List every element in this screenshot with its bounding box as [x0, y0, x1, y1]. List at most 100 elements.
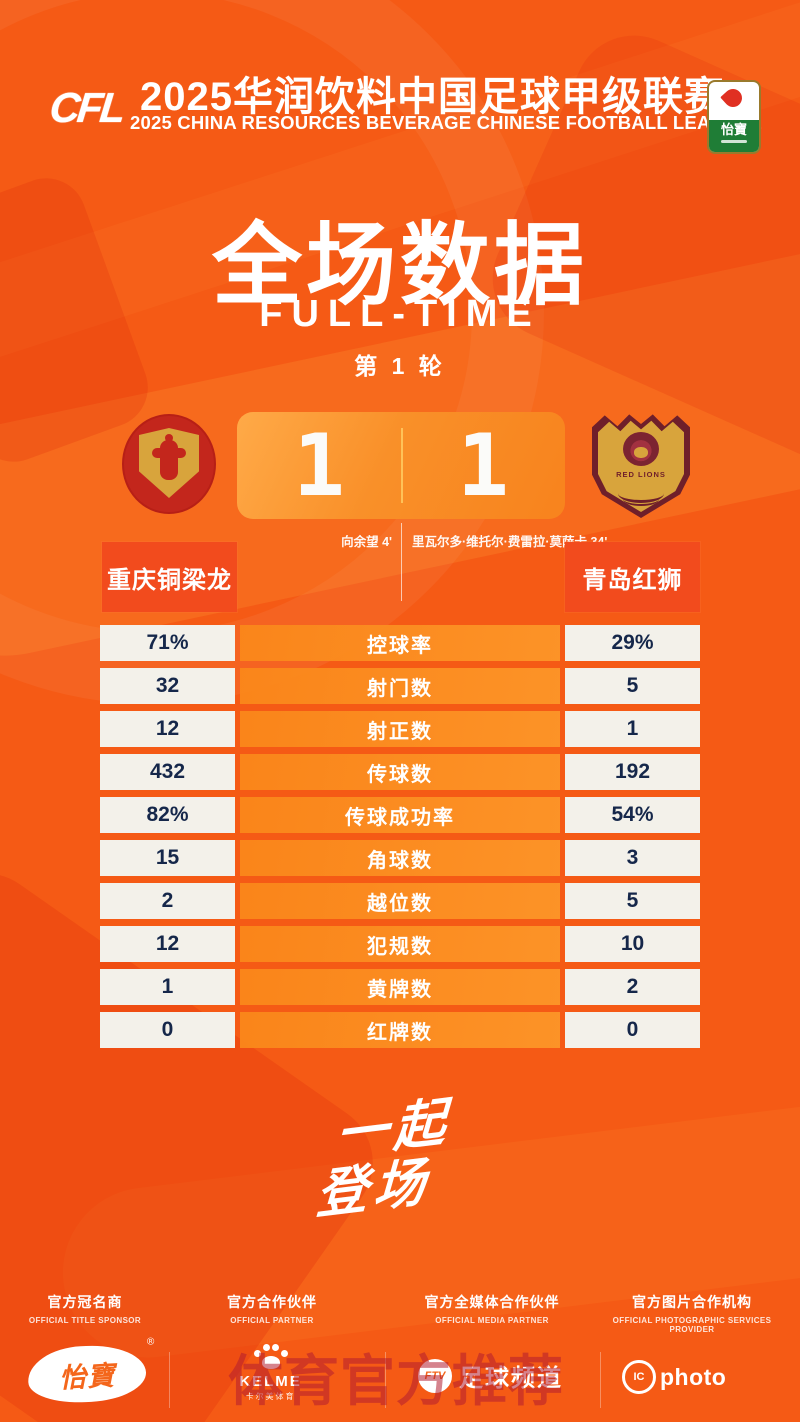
stat-away-value: 10 — [565, 926, 700, 962]
page-subtitle: FULL-TIME — [259, 293, 541, 335]
watermark: 体育官方推荐 — [228, 1348, 565, 1413]
stat-home-value: 82% — [100, 797, 235, 833]
page-title: 全场数据 — [212, 216, 588, 316]
footer-title: 官方全媒体合作伙伴 — [424, 1294, 560, 1310]
footer-divider — [169, 1352, 170, 1408]
home-score: 1 — [293, 415, 345, 516]
away-crest-text: RED LIONS — [616, 470, 666, 479]
footer-title: 官方图片合作机构 — [632, 1294, 752, 1310]
stat-away-value: 2 — [565, 969, 700, 1005]
away-team-crest: RED LIONS — [592, 410, 690, 518]
ic-ring-icon: IC — [622, 1360, 656, 1394]
stat-label: 角球数 — [240, 840, 560, 876]
lion-icon — [623, 432, 659, 466]
round-label: 第 1 轮 — [354, 353, 446, 379]
stat-label: 射正数 — [240, 711, 560, 747]
footer-subtitle: OFFICIAL MEDIA PARTNER — [435, 1316, 549, 1325]
footer-divider — [385, 1352, 386, 1408]
stat-label: 传球数 — [240, 754, 560, 790]
stat-away-value: 29% — [565, 625, 700, 661]
sponsor-badge-label: 怡寶 — [720, 122, 747, 137]
scorer-divider — [401, 523, 402, 601]
yibao-logo-text: 怡寶 — [58, 1360, 116, 1393]
stats-table: 71% 控球率 29% 32 射门数 5 12 射正数 1 432 传球数 19… — [100, 625, 700, 1055]
stat-home-value: 0 — [100, 1012, 235, 1048]
stat-row: 71% 控球率 29% — [100, 625, 700, 661]
stat-row: 432 传球数 192 — [100, 754, 700, 790]
home-crest-detail — [160, 440, 178, 480]
icphoto-text: photo — [660, 1363, 727, 1390]
stat-home-value: 71% — [100, 625, 235, 661]
footer-col-photo-provider: 官方图片合作机构 OFFICIAL PHOTOGRAPHIC SERVICES … — [597, 1292, 787, 1334]
footer-col-partner: 官方合作伙伴 OFFICIAL PARTNER — [192, 1292, 352, 1325]
home-team-crest — [122, 414, 216, 514]
kelme-logo-subtext: 卡尔美体育 — [245, 1392, 296, 1401]
sponsor-badge-line — [721, 140, 747, 143]
stat-home-value: 12 — [100, 711, 235, 747]
away-crest-arc — [623, 492, 659, 506]
league-subtitle: 2025 CHINA RESOURCES BEVERAGE CHINESE FO… — [130, 112, 762, 133]
stat-away-value: 1 — [565, 711, 700, 747]
stat-label: 传球成功率 — [240, 797, 560, 833]
icphoto-logo: IC photo — [622, 1360, 726, 1394]
stat-row: 82% 传球成功率 54% — [100, 797, 700, 833]
footer-subtitle: OFFICIAL PHOTOGRAPHIC SERVICES PROVIDER — [612, 1316, 772, 1334]
stat-home-value: 432 — [100, 754, 235, 790]
sponsor-badge: 怡寶 — [707, 80, 761, 154]
stat-away-value: 5 — [565, 668, 700, 704]
stat-away-value: 3 — [565, 840, 700, 876]
stat-row: 12 犯规数 10 — [100, 926, 700, 962]
stat-home-value: 2 — [100, 883, 235, 919]
footer-col-media-partner: 官方全媒体合作伙伴 OFFICIAL MEDIA PARTNER — [402, 1292, 582, 1325]
stat-row: 1 黄牌数 2 — [100, 969, 700, 1005]
stat-label: 犯规数 — [240, 926, 560, 962]
home-scorer: 向余望 4' — [341, 535, 392, 549]
away-scorer: 里瓦尔多·维托尔·费雷拉·莫萨卡 34' — [412, 535, 608, 549]
stat-label: 越位数 — [240, 883, 560, 919]
stat-row: 0 红牌数 0 — [100, 1012, 700, 1048]
home-team-name: 重庆铜梁龙 — [102, 542, 237, 612]
stat-home-value: 15 — [100, 840, 235, 876]
footer-subtitle: OFFICIAL TITLE SPONSOR — [28, 1316, 142, 1325]
stat-label: 控球率 — [240, 625, 560, 661]
footer-subtitle: OFFICIAL PARTNER — [230, 1316, 314, 1325]
home-score-half: 1 — [237, 412, 401, 519]
stat-away-value: 5 — [565, 883, 700, 919]
stat-home-value: 1 — [100, 969, 235, 1005]
stat-home-value: 12 — [100, 926, 235, 962]
football-channel-logo: FTV 足球频道 — [418, 1358, 563, 1393]
score-panel: 1 1 — [237, 412, 565, 519]
stat-row: 15 角球数 3 — [100, 840, 700, 876]
paw-icon — [253, 1344, 288, 1370]
stat-away-value: 0 — [565, 1012, 700, 1048]
home-crest-detail — [165, 434, 173, 442]
footer-divider — [600, 1352, 601, 1408]
footer-col-title-sponsor: 官方冠名商 OFFICIAL TITLE SPONSOR — [5, 1292, 165, 1325]
away-score-half: 1 — [401, 412, 565, 519]
away-score: 1 — [457, 415, 509, 516]
stat-row: 12 射正数 1 — [100, 711, 700, 747]
league-title: 2025华润饮料中国足球甲级联赛 — [140, 75, 725, 119]
stat-label: 红牌数 — [240, 1012, 560, 1048]
sponsor-badge-green: 怡寶 — [709, 120, 759, 152]
cfl-league-logo: CFL — [47, 84, 126, 131]
stat-away-value: 192 — [565, 754, 700, 790]
kelme-logo-text: KELME — [239, 1373, 302, 1390]
kelme-logo: KELME 卡尔美体育 — [228, 1344, 313, 1402]
ftv-badge-icon: FTV — [418, 1358, 452, 1393]
slogan-line2: 登场 — [314, 1150, 433, 1227]
footer-title: 官方合作伙伴 — [227, 1294, 317, 1310]
stat-row: 2 越位数 5 — [100, 883, 700, 919]
stat-away-value: 54% — [565, 797, 700, 833]
stat-label: 射门数 — [240, 668, 560, 704]
score-divider — [401, 428, 403, 503]
footer-title: 官方冠名商 — [47, 1294, 123, 1310]
home-crest-detail — [152, 448, 186, 458]
stat-home-value: 32 — [100, 668, 235, 704]
sponsor-drop-icon — [720, 85, 746, 111]
football-channel-text: 足球频道 — [459, 1365, 563, 1392]
yibao-flag-logo: 怡寶 ® — [26, 1336, 155, 1406]
stat-label: 黄牌数 — [240, 969, 560, 1005]
away-team-name: 青岛红狮 — [565, 542, 700, 612]
